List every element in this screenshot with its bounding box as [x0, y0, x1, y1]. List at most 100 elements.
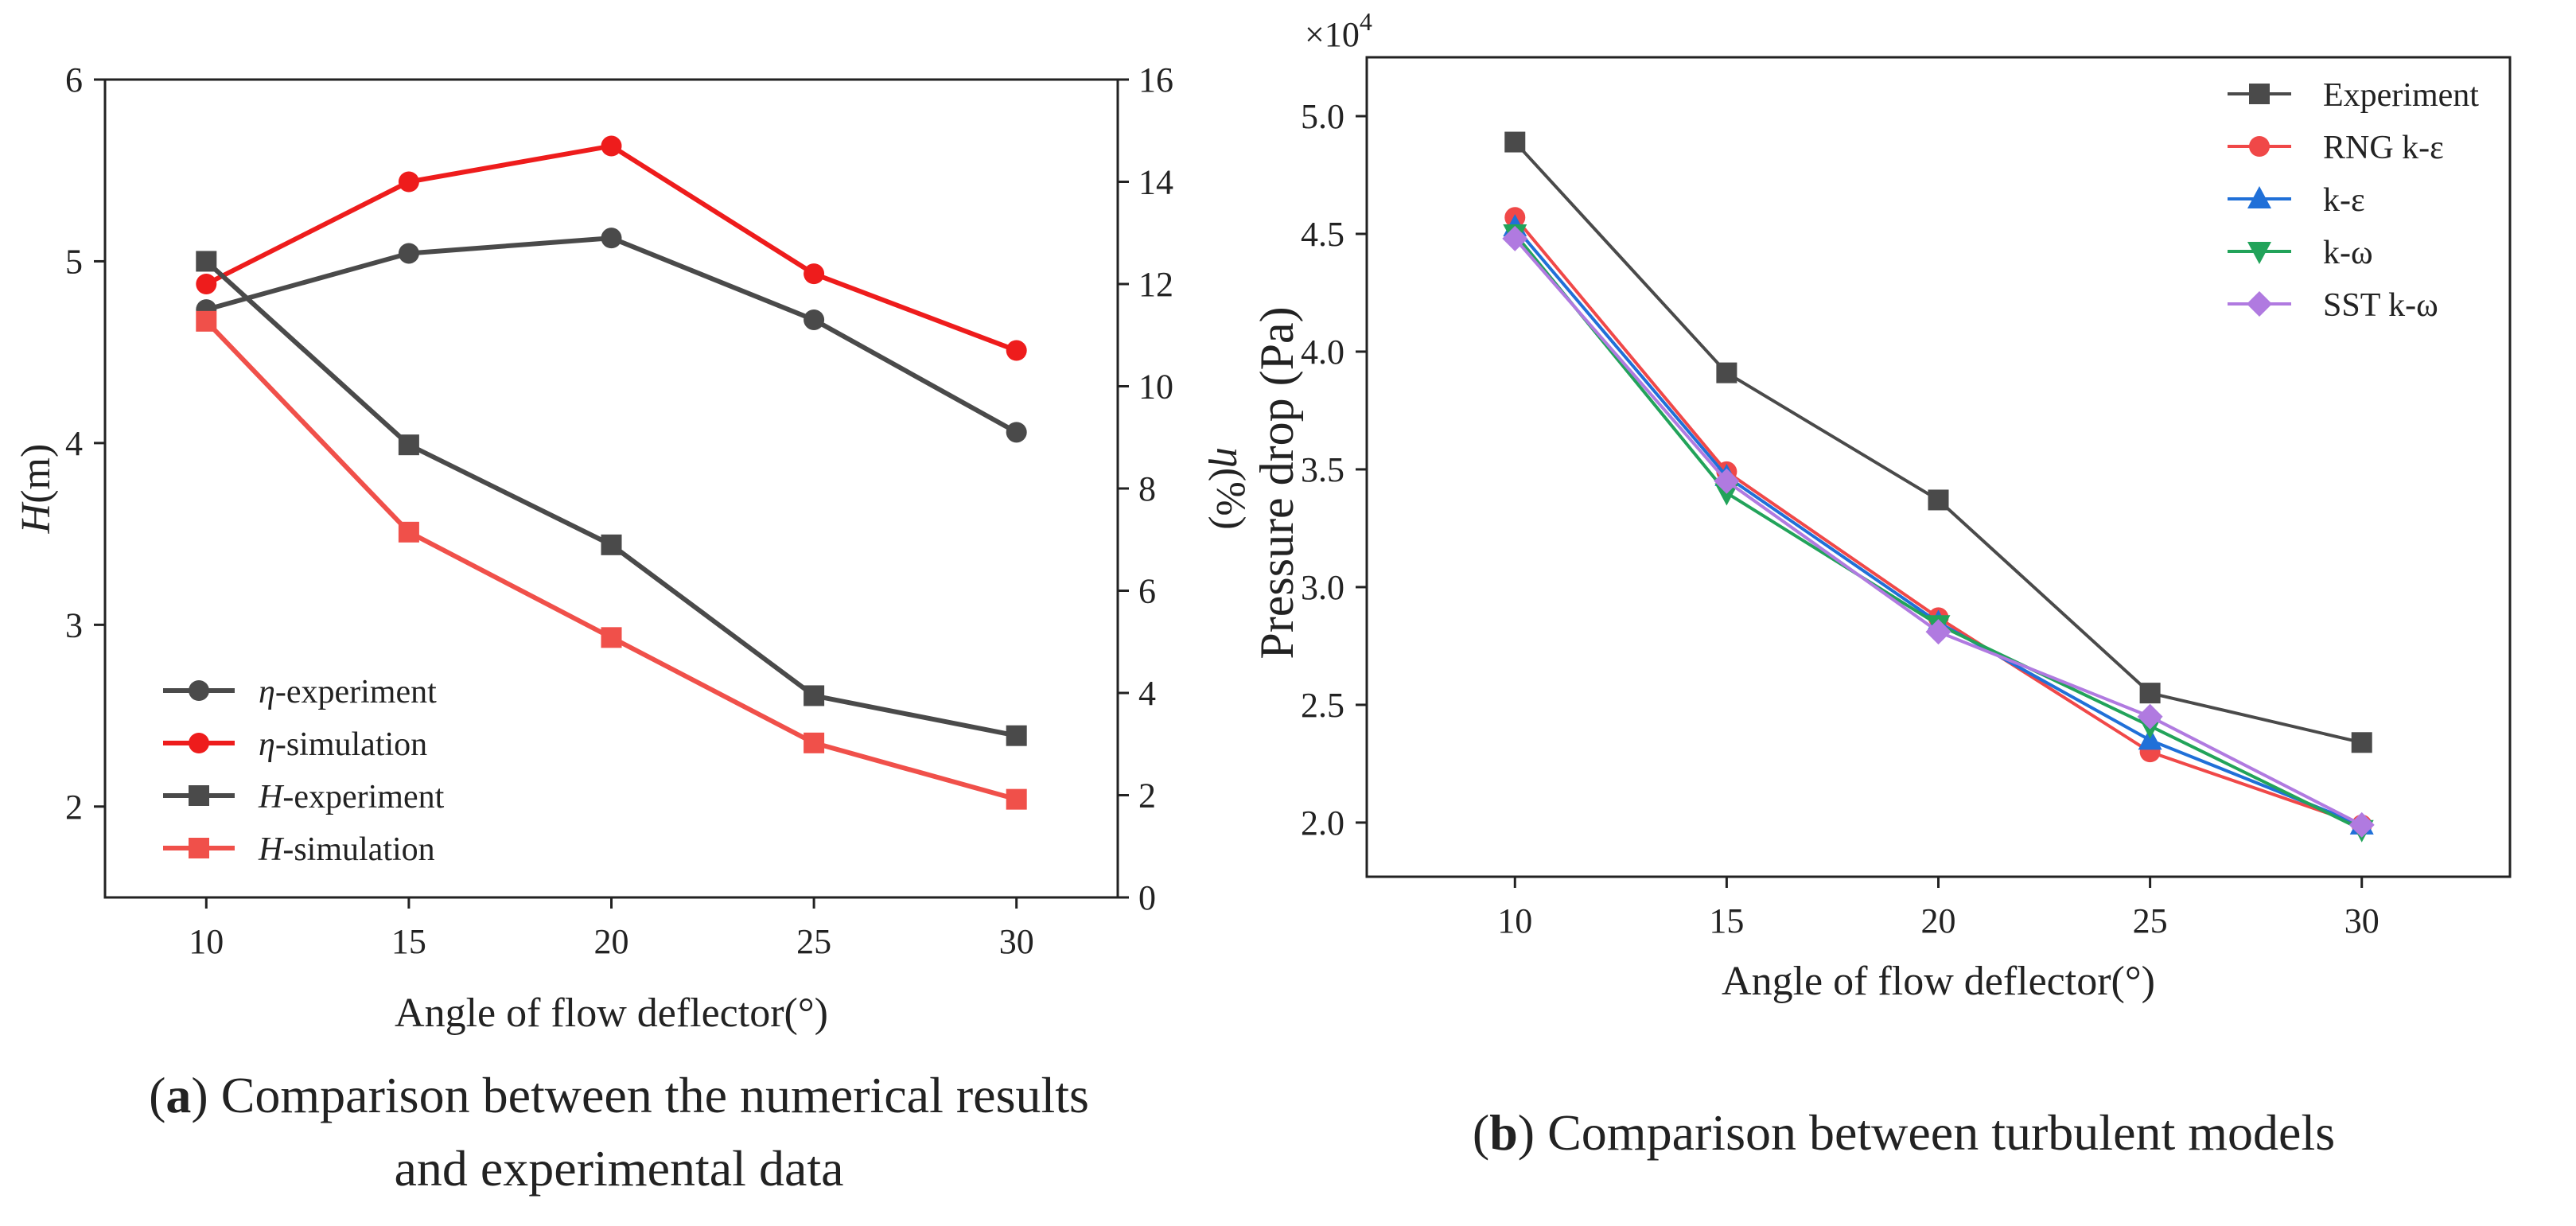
data-point-b-0	[1928, 489, 1949, 511]
legend-var: H	[258, 831, 285, 868]
data-point-b-4	[1925, 619, 1951, 645]
caption-paren: (	[149, 1067, 165, 1123]
legend-rest: -experiment	[282, 779, 444, 815]
data-point-a-0	[1006, 422, 1027, 443]
y-right-tick-label-a: 10	[1138, 368, 1173, 407]
x-tick-label-b: 10	[1497, 901, 1532, 940]
caption-label-a: a	[165, 1067, 191, 1123]
legend-a: η-experimentη-simulationH-experimentH-si…	[163, 674, 445, 868]
y-right-tick-label-a: 2	[1138, 776, 1156, 815]
legend-marker-b	[2249, 136, 2270, 157]
x-tick-label-b: 15	[1709, 901, 1744, 940]
y-tick-label-b: 4.0	[1301, 333, 1344, 372]
legend-var: H	[258, 779, 285, 815]
data-point-a-0	[601, 228, 622, 249]
caption-paren: (	[1473, 1104, 1489, 1161]
data-point-a-1	[398, 171, 419, 193]
data-point-a-3	[196, 310, 217, 332]
y-left-tick-label-a: 2	[65, 788, 83, 827]
y-right-tick-label-a: 8	[1138, 469, 1156, 508]
data-point-b-4	[1714, 468, 1740, 494]
y-scale-multiplier-b: ×104	[1305, 7, 1372, 54]
data-point-a-1	[804, 263, 825, 285]
data-point-a-2	[1006, 725, 1027, 746]
y-tick-label-b: 3.0	[1301, 568, 1344, 607]
data-point-a-2	[398, 434, 419, 456]
caption-text-b: Comparison between turbulent models	[1547, 1104, 2335, 1161]
y-tick-label-b: 4.5	[1301, 215, 1344, 254]
legend-rest: -simulation	[275, 726, 427, 763]
legend-label-b: SST k-ω	[2323, 287, 2438, 324]
x-tick-label-a: 30	[999, 922, 1034, 961]
series-line-a-2	[204, 259, 1018, 738]
legend-marker-b	[2247, 186, 2271, 208]
data-point-b-0	[2139, 683, 2161, 704]
y-right-label-var: η	[1208, 447, 1253, 468]
series-line-b-3	[1513, 232, 2363, 831]
legend-label-b: Experiment	[2323, 77, 2479, 114]
y-tick-label-b: 5.0	[1301, 97, 1344, 136]
caption-paren: )	[1518, 1104, 1547, 1161]
series-line-b-2	[1513, 225, 2363, 827]
caption-label-b: b	[1489, 1104, 1518, 1161]
y-left-axis-label-a: H(m)	[14, 444, 59, 535]
legend-marker-b	[2249, 84, 2270, 104]
caption-b: (b) Comparison between turbulent models	[1473, 1104, 2335, 1161]
y-axis-label-b: Pressure drop (Pa)	[1251, 306, 1303, 659]
data-point-b-4	[2348, 811, 2375, 838]
x-tick-label-a: 20	[594, 922, 629, 961]
y-right-tick-label-a: 14	[1138, 163, 1173, 202]
data-point-a-3	[1006, 788, 1027, 810]
legend-marker-a	[189, 838, 209, 858]
x-tick-label-a: 15	[391, 922, 426, 961]
legend-var: η	[259, 674, 275, 710]
legend-b: Experiment RNG k-ε k-ε k-ω SST k-ω	[2228, 77, 2479, 324]
legend-rest: -simulation	[282, 831, 434, 868]
data-point-a-3	[398, 521, 419, 543]
data-point-b-0	[2351, 732, 2372, 753]
y-right-tick-label-a: 12	[1138, 265, 1173, 304]
data-point-a-1	[1006, 340, 1027, 361]
y-right-tick-label-a: 0	[1138, 878, 1156, 917]
legend-label-a: H-experiment	[258, 779, 445, 815]
y-left-label-unit: (m)	[14, 444, 59, 504]
data-point-a-3	[601, 627, 622, 648]
x-tick-label-a: 10	[189, 922, 224, 961]
scale-exponent: 4	[1360, 7, 1372, 36]
legend-marker-b	[2247, 242, 2271, 264]
legend-label-a: η-experiment	[259, 674, 437, 710]
y-right-tick-label-a: 16	[1138, 60, 1173, 99]
data-point-a-1	[601, 135, 622, 157]
x-axis-label-a: Angle of flow deflector(°)	[395, 991, 828, 1036]
y-tick-label-b: 2.0	[1301, 804, 1344, 843]
x-axis-label-b: Angle of flow deflector(°)	[1722, 959, 2155, 1004]
y-left-tick-label-a: 5	[65, 242, 83, 281]
x-tick-label-a: 25	[796, 922, 831, 961]
data-point-a-2	[601, 534, 622, 555]
caption-paren: )	[191, 1067, 220, 1123]
legend-rest: -experiment	[275, 674, 437, 710]
y-left-tick-label-a: 3	[65, 605, 83, 644]
series-line-a-0	[205, 235, 1018, 434]
scale-base: ×10	[1305, 15, 1360, 54]
data-point-a-2	[804, 685, 825, 706]
data-point-b-0	[1504, 131, 1526, 153]
data-point-b-4	[1502, 225, 1528, 251]
legend-label-a: H-simulation	[258, 831, 435, 868]
caption-a-line2: and experimental data	[394, 1140, 843, 1197]
plot-frame-a	[103, 78, 1119, 899]
data-point-a-2	[196, 251, 217, 272]
legend-marker-a	[189, 680, 209, 701]
y-left-tick-label-a: 6	[65, 60, 83, 99]
chart-a: 10 15 20 25 30 2 3 4 5 6 0 2 4 6 8 10 12 14 16 Angle of flo…	[14, 60, 1253, 1197]
series-line-b-1	[1513, 216, 2363, 827]
legend-marker-b	[2247, 291, 2272, 317]
y-right-axis-label-a: η(%)	[1208, 447, 1253, 530]
series-line-b-4	[1513, 237, 2363, 827]
legend-label-b: RNG k-ε	[2323, 130, 2444, 166]
x-tick-label-b: 25	[2133, 901, 2168, 940]
legend-var: η	[259, 726, 275, 763]
data-point-a-3	[804, 732, 825, 753]
